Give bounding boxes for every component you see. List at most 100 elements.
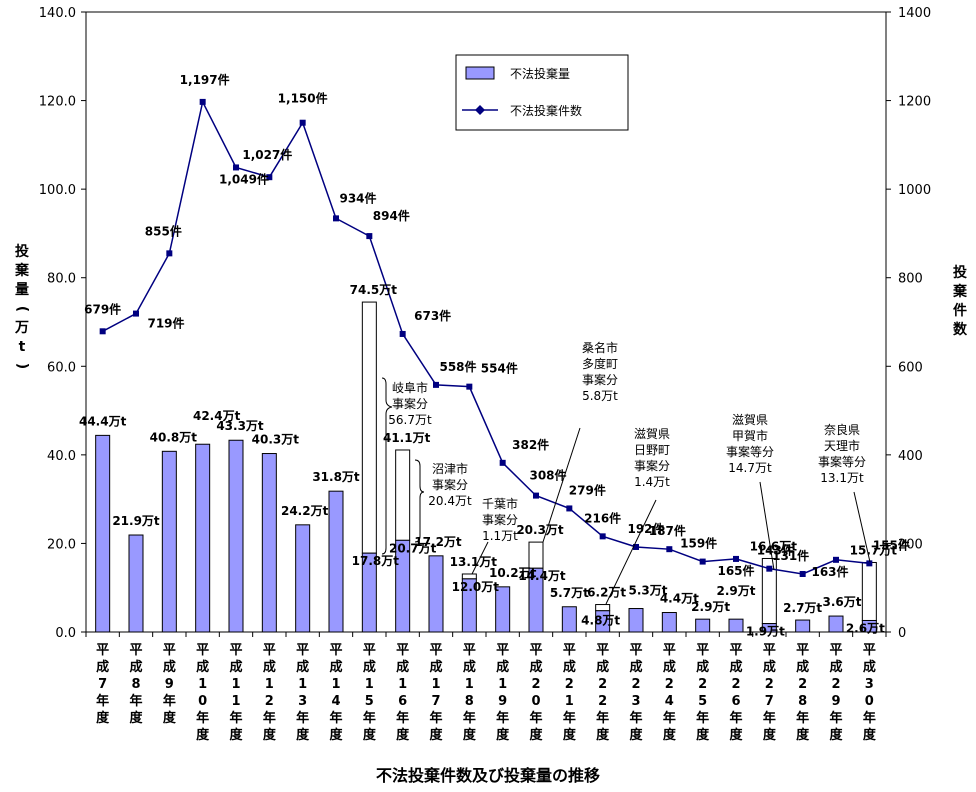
count-point <box>466 383 473 390</box>
bar-value-label: 20.7万t <box>389 541 437 555</box>
count-point <box>733 555 739 562</box>
bar-total-label: 16.6万t <box>750 539 798 553</box>
x-tick-label: 平成 2 9 年度 <box>829 643 843 743</box>
count-point <box>866 560 873 567</box>
y-right-tick-label: 600 <box>898 360 923 375</box>
bar <box>261 453 277 633</box>
count-label: 1,150件 <box>278 91 328 106</box>
y-left-tick-label: 20.0 <box>47 537 76 552</box>
x-tick-label: 平成 1 0 年度 <box>196 643 210 743</box>
x-tick-label: 平成 2 4 年度 <box>663 643 677 743</box>
bar <box>595 610 611 633</box>
bar <box>161 450 177 633</box>
x-tick-label: 平成 1 7 年度 <box>429 643 443 743</box>
count-label: 934件 <box>339 190 376 205</box>
bar <box>828 615 844 633</box>
x-tick-label: 平成 1 9 年度 <box>496 643 510 743</box>
bar <box>495 586 511 633</box>
count-label: 308件 <box>529 468 566 483</box>
bar <box>395 539 411 633</box>
count-label: 131件 <box>772 548 809 563</box>
bar-value-label: 31.8万t <box>312 470 360 484</box>
bar-total-label: 15.7万t <box>850 543 898 557</box>
count-label: 894件 <box>373 208 410 223</box>
count-point <box>99 328 106 335</box>
count-point <box>633 543 639 550</box>
count-point <box>366 233 373 240</box>
count-point <box>166 250 173 257</box>
bar <box>561 606 577 633</box>
count-label: 165件 <box>717 563 754 578</box>
count-point <box>666 546 673 553</box>
bar <box>328 490 344 633</box>
bar-value-label: 2.9万t <box>691 600 730 614</box>
svg-text:量: 量 <box>15 282 29 298</box>
y-left-tick-label: 40.0 <box>47 449 76 464</box>
bar <box>528 567 544 633</box>
count-label: 558件 <box>439 359 476 374</box>
count-point <box>133 310 139 317</box>
bar <box>428 555 444 633</box>
svg-text:件: 件 <box>953 302 967 319</box>
annotation-pointer <box>759 481 775 571</box>
case-annotation: 桑名市多度町事案分 5.8万t <box>582 340 618 403</box>
bar-value-label: 24.2万t <box>281 504 329 518</box>
count-label: 1,197件 <box>180 72 230 87</box>
bar-value-label: 5.7万t <box>550 586 589 600</box>
bar <box>628 608 644 633</box>
bar-value-label: 1.9万t <box>746 625 785 639</box>
y-left-tick-label: 80.0 <box>47 272 76 287</box>
bar-extra <box>461 573 477 580</box>
bar-value-label: 40.3万t <box>252 433 300 447</box>
bar-value-label: 17.2万t <box>414 535 462 549</box>
y-right-tick-label: 0 <box>898 626 906 641</box>
bar <box>795 619 811 633</box>
y-left-tick-label: 60.0 <box>47 360 76 375</box>
count-point <box>699 558 706 565</box>
count-point <box>199 98 206 105</box>
bar <box>295 524 311 633</box>
svg-text:数: 数 <box>953 321 968 338</box>
count-point <box>266 174 273 181</box>
y-left-tick-label: 100.0 <box>39 183 76 198</box>
x-tick-label: 平成 3 0 年度 <box>863 643 877 743</box>
svg-text:投: 投 <box>953 265 967 281</box>
y-left-tick-label: 140.0 <box>39 6 76 21</box>
y-axis-right-label: 投棄件数 <box>952 265 968 338</box>
x-tick-label: 平成 2 0 年度 <box>529 643 543 743</box>
bar-value-label: 2.9万t <box>717 584 756 598</box>
count-point <box>233 164 239 171</box>
count-label: 554件 <box>481 361 518 376</box>
count-label: 679件 <box>84 301 121 316</box>
x-tick-label: 平成 2 5 年度 <box>696 643 710 743</box>
annotation-pointer <box>471 541 489 575</box>
bar <box>661 612 677 633</box>
bar-value-label: 4.8万t <box>581 614 620 628</box>
count-point <box>299 119 306 126</box>
count-point <box>433 381 439 388</box>
bar <box>761 623 777 633</box>
legend-bar-swatch <box>465 66 495 80</box>
legend-line-marker <box>475 105 485 115</box>
count-label: 155件 <box>873 537 910 552</box>
annotation-pointer <box>542 427 581 543</box>
count-label: 143件 <box>757 543 794 558</box>
y-right-tick-label: 200 <box>898 537 923 552</box>
count-label: 216件 <box>584 510 621 525</box>
count-point <box>333 215 339 222</box>
count-label: 192件 <box>627 521 664 536</box>
bar <box>461 578 477 633</box>
x-tick-label: 平成 1 2 年度 <box>263 643 277 743</box>
x-tick-label: 平成 1 5 年度 <box>363 643 377 743</box>
svg-text:棄: 棄 <box>952 283 968 300</box>
annotation-pointer <box>381 377 393 555</box>
x-tick-label: 平成 2 3 年度 <box>629 643 643 743</box>
svg-text:投: 投 <box>15 244 29 260</box>
bar <box>228 439 244 633</box>
x-tick-label: 平成 1 6 年度 <box>396 643 410 743</box>
y-right-tick-label: 400 <box>898 449 923 464</box>
x-tick-label: 平成 2 1 年度 <box>563 643 577 743</box>
x-tick-label: 平成 2 8 年度 <box>796 643 810 743</box>
svg-text:t: t <box>19 339 26 355</box>
bar-extra <box>528 541 544 569</box>
